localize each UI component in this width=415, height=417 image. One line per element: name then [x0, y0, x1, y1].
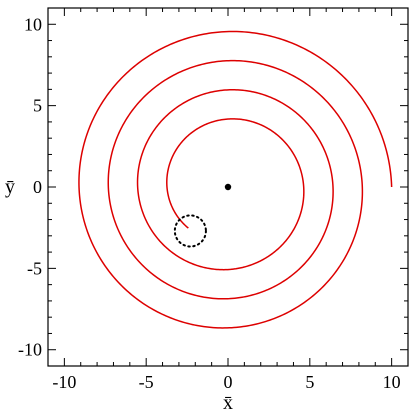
spiral-trajectory — [78, 30, 393, 329]
y-tick-label: -5 — [27, 258, 42, 278]
target-dotted-circle — [173, 214, 207, 248]
y-tick-labels: -10 -5 0 5 10 — [18, 14, 42, 359]
y-tick-label: 10 — [24, 14, 42, 34]
x-tick-labels: -10 -5 0 5 10 — [52, 372, 400, 392]
center-point — [224, 183, 232, 191]
x-tick-label: -10 — [52, 372, 76, 392]
x-tick-label: 5 — [305, 372, 314, 392]
axis-ticks — [47, 7, 409, 367]
y-tick-label: -10 — [18, 340, 42, 360]
x-tick-label: 0 — [224, 372, 233, 392]
x-tick-label: 10 — [383, 372, 401, 392]
x-tick-label: -5 — [139, 372, 154, 392]
y-tick-label: 5 — [33, 96, 42, 116]
y-axis-label: ȳ — [5, 176, 15, 198]
y-tick-label: 0 — [33, 177, 42, 197]
x-axis-label: x̄ — [223, 392, 233, 414]
